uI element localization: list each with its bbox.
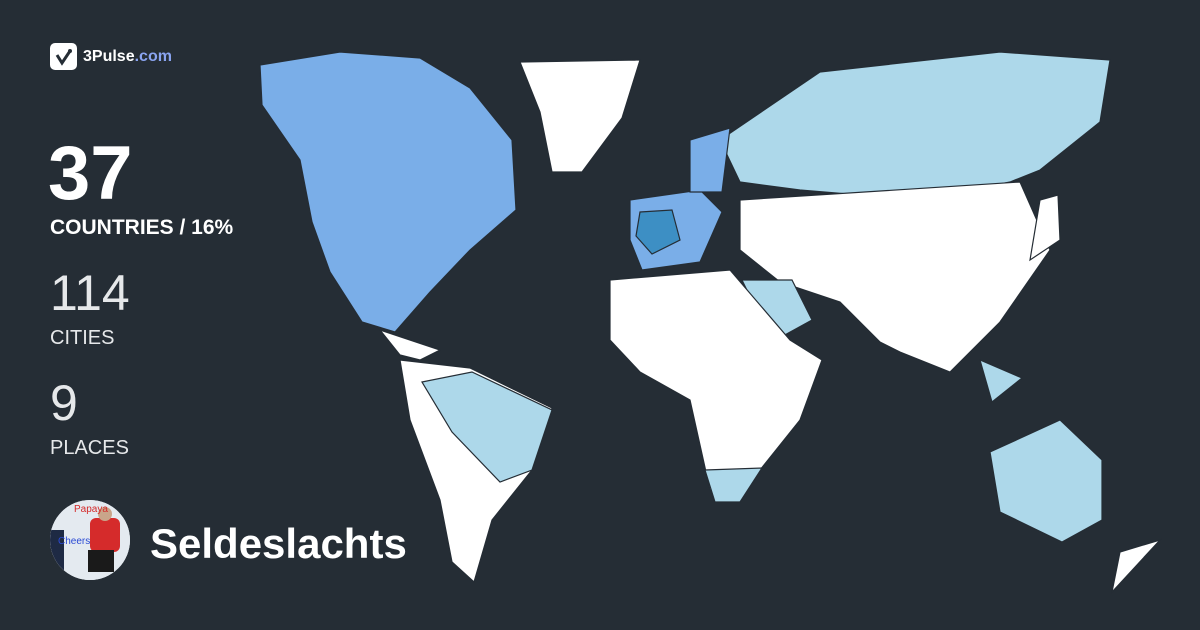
region-greenland (519, 59, 641, 173)
region-scandinavia (689, 127, 731, 193)
region-southeast-asia (979, 358, 1024, 404)
region-north-america (259, 51, 517, 333)
region-southern-africa (704, 467, 764, 503)
brand-logo[interactable]: 3Pulse.com (50, 43, 172, 70)
region-australia (989, 419, 1103, 543)
region-russia (719, 51, 1111, 201)
avatar-sign-text: Papaya (74, 504, 108, 515)
region-central-america (378, 328, 442, 361)
avatar-sign-text: Cheers (58, 536, 90, 547)
region-brazil (421, 371, 553, 483)
brand-domain: .com (134, 47, 172, 65)
username: Seldeslachts (150, 520, 407, 567)
brand-name: 3Pulse (83, 47, 135, 65)
check-pulse-logo-icon (50, 43, 77, 70)
cities-count: 114 (50, 265, 130, 321)
region-japan (1029, 194, 1061, 262)
region-france (635, 209, 681, 255)
countries-label: COUNTRIES / 16% (50, 216, 234, 239)
cities-label: CITIES (50, 327, 115, 349)
places-label: PLACES (50, 437, 129, 459)
user-avatar: Papaya Cheers (50, 500, 130, 580)
places-count: 9 (50, 375, 78, 431)
region-new-zealand (1110, 538, 1162, 594)
countries-count: 37 (48, 131, 133, 216)
